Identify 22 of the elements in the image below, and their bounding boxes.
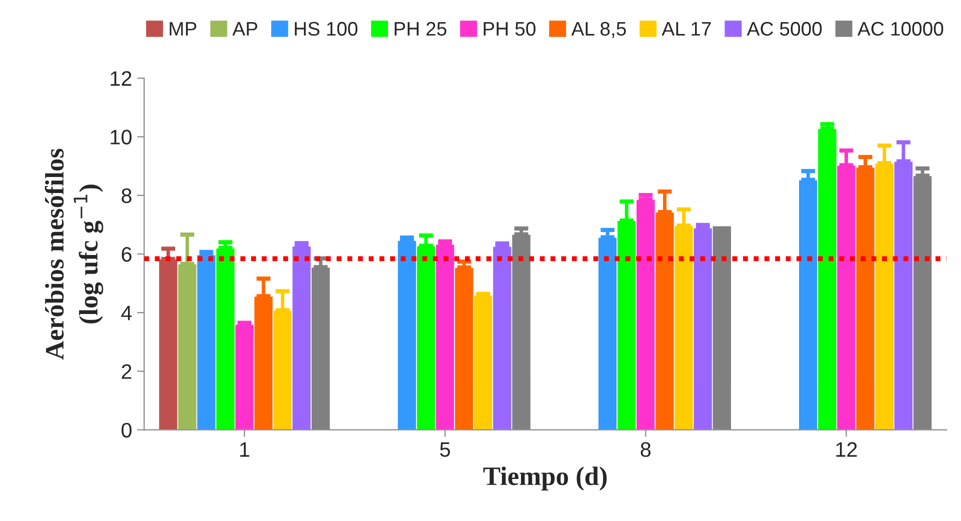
y-tick-label: 8: [122, 188, 132, 204]
x-tick-label: 8: [640, 442, 651, 457]
x-tick-label: 12: [836, 442, 857, 457]
legend-label: AC 5000: [746, 22, 822, 36]
x-tick-label: 1: [240, 442, 250, 457]
legend-label: AC 10000: [858, 22, 944, 36]
x-axis-title: Tiempo (d): [483, 466, 607, 491]
legend-label: AL 8,5: [571, 22, 626, 38]
legend-label: PH 50: [484, 22, 536, 36]
legend-label: MP: [170, 22, 196, 36]
y-tick-label: 4: [121, 306, 132, 320]
legend-label: AP: [232, 22, 258, 36]
y-tick-label: 12: [110, 71, 132, 86]
x-tick-label: 5: [440, 442, 450, 457]
legend-label: HS 100: [294, 22, 358, 36]
y-tick-label: 10: [110, 130, 132, 145]
y-axis-title: Aeróbios mesófilos (log ufc g$^{−1}$): [44, 148, 104, 360]
y-tick-label: 2: [122, 364, 132, 379]
legend-label: AL 17: [662, 22, 711, 36]
y-tick-label: 0: [122, 422, 132, 438]
y-tick-label: 6: [122, 246, 132, 262]
legend-label: PH 25: [394, 22, 446, 36]
